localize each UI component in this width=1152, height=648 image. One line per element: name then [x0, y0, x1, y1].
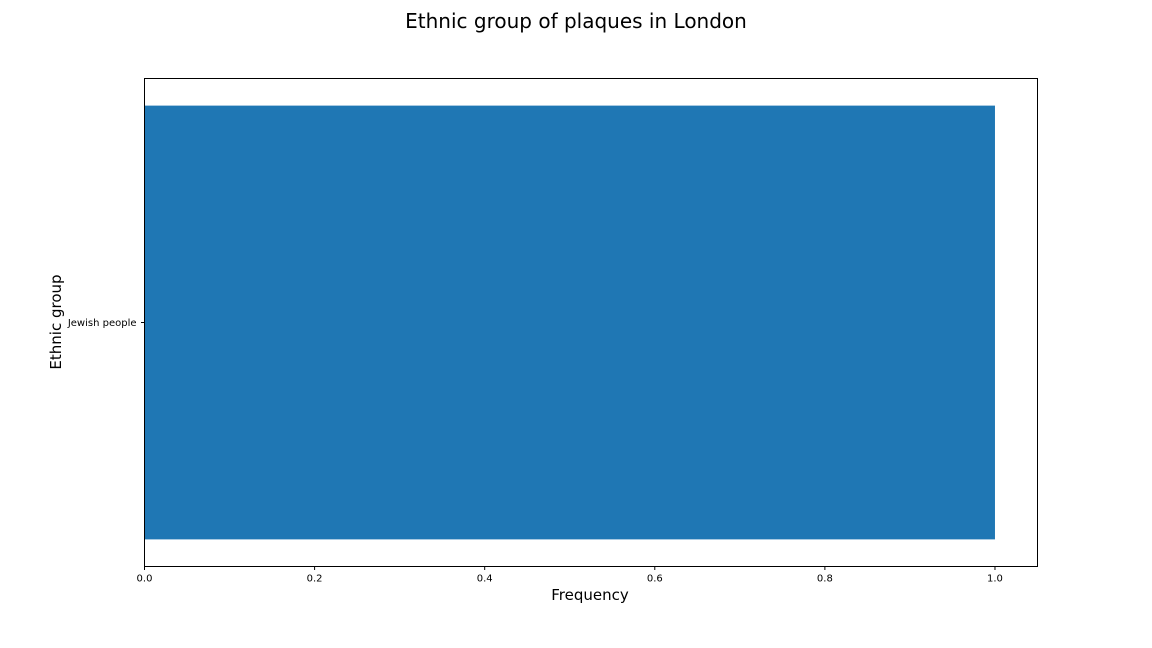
bars-layer	[144, 105, 995, 540]
bar-jewish-people	[144, 105, 995, 540]
x-axis-label: Frequency	[551, 586, 629, 604]
x-tick-label: 0.2	[307, 574, 323, 585]
y-tick-label: Jewish people	[67, 318, 137, 329]
x-tick-label: 0.8	[817, 574, 833, 585]
x-tick-label: 1.0	[987, 574, 1003, 585]
x-tick-label: 0.4	[477, 574, 493, 585]
chart-title: Ethnic group of plaques in London	[405, 9, 747, 33]
x-axis-ticks: 0.0 0.2 0.4 0.6 0.8 1.0	[137, 566, 1003, 585]
y-axis-label: Ethnic group	[47, 274, 65, 369]
x-tick-label: 0.6	[647, 574, 663, 585]
x-tick-label: 0.0	[137, 574, 153, 585]
y-axis-ticks: Jewish people	[67, 318, 145, 329]
